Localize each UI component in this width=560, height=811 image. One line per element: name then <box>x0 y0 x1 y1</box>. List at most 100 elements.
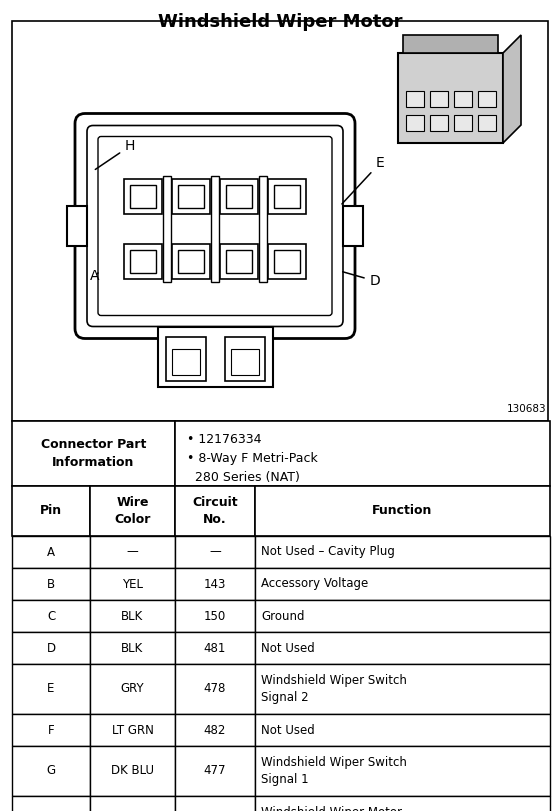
Text: A: A <box>90 269 100 283</box>
Bar <box>255 796 550 811</box>
Text: B: B <box>47 577 55 590</box>
Bar <box>231 349 259 375</box>
Bar <box>90 600 175 632</box>
Text: Accessory Voltage: Accessory Voltage <box>261 577 368 590</box>
Text: F: F <box>48 723 54 736</box>
Bar <box>12 632 90 664</box>
Bar <box>478 115 496 131</box>
Bar <box>130 185 156 208</box>
Text: 481: 481 <box>204 642 226 654</box>
Bar <box>175 568 255 600</box>
Bar <box>175 664 255 714</box>
Bar <box>406 115 424 131</box>
Bar <box>175 796 255 811</box>
Text: • 12176334
• 8-Way F Metri-Pack
  280 Series (NAT): • 12176334 • 8-Way F Metri-Pack 280 Seri… <box>187 433 318 484</box>
Bar <box>171 349 199 375</box>
Bar <box>255 664 550 714</box>
Text: Windshield Wiper Switch
Signal 1: Windshield Wiper Switch Signal 1 <box>261 756 407 786</box>
Text: 150: 150 <box>204 610 226 623</box>
Text: LT GRN: LT GRN <box>111 723 153 736</box>
Text: H: H <box>95 139 135 169</box>
Text: BLK: BLK <box>122 610 143 623</box>
Bar <box>12 714 90 746</box>
Text: DK BLU: DK BLU <box>111 765 154 778</box>
Bar <box>163 176 171 282</box>
Text: Not Used: Not Used <box>261 723 315 736</box>
Text: Ground: Ground <box>261 610 305 623</box>
FancyBboxPatch shape <box>75 114 355 338</box>
Text: 143: 143 <box>204 577 226 590</box>
Bar <box>12 664 90 714</box>
Bar <box>175 421 550 486</box>
Bar <box>178 185 204 208</box>
Text: E: E <box>342 156 384 204</box>
Bar <box>403 35 498 53</box>
Bar <box>178 250 204 273</box>
Polygon shape <box>503 35 521 143</box>
Bar <box>226 185 252 208</box>
Bar <box>12 421 175 486</box>
Bar <box>175 632 255 664</box>
Text: Pin: Pin <box>40 504 62 517</box>
Bar <box>454 91 472 107</box>
Bar <box>175 714 255 746</box>
Bar <box>220 244 258 279</box>
Bar <box>478 91 496 107</box>
Bar <box>90 486 175 536</box>
Text: 478: 478 <box>204 683 226 696</box>
Bar <box>454 115 472 131</box>
Bar <box>255 600 550 632</box>
Bar <box>90 796 175 811</box>
Bar <box>90 632 175 664</box>
Text: Connector Part
Information: Connector Part Information <box>41 438 146 469</box>
Bar <box>220 179 258 214</box>
Bar <box>430 115 448 131</box>
Text: —: — <box>209 546 221 559</box>
Bar <box>12 796 90 811</box>
Bar <box>12 536 90 568</box>
Bar <box>255 746 550 796</box>
Bar <box>343 206 363 246</box>
Bar <box>274 185 300 208</box>
Bar <box>398 53 503 143</box>
Bar <box>255 714 550 746</box>
Bar <box>90 714 175 746</box>
Text: 482: 482 <box>204 723 226 736</box>
Text: Windshield Wiper Motor
– High Speed: Windshield Wiper Motor – High Speed <box>261 806 402 811</box>
Text: —: — <box>127 546 138 559</box>
Text: Circuit
No.: Circuit No. <box>192 496 238 526</box>
Bar <box>90 664 175 714</box>
Text: YEL: YEL <box>122 577 143 590</box>
Bar <box>172 179 210 214</box>
Bar <box>175 600 255 632</box>
Text: D: D <box>46 642 55 654</box>
Text: D: D <box>343 272 380 288</box>
Bar <box>406 91 424 107</box>
Bar <box>255 632 550 664</box>
Bar <box>90 568 175 600</box>
Bar <box>226 250 252 273</box>
Bar <box>268 244 306 279</box>
Bar <box>67 206 87 246</box>
Bar <box>157 327 273 387</box>
Bar <box>124 244 162 279</box>
Bar <box>12 600 90 632</box>
Text: A: A <box>47 546 55 559</box>
Text: 130683: 130683 <box>506 404 546 414</box>
Text: Function: Function <box>372 504 433 517</box>
Text: G: G <box>46 765 55 778</box>
Bar <box>12 568 90 600</box>
Text: C: C <box>47 610 55 623</box>
Text: BLK: BLK <box>122 642 143 654</box>
Bar <box>255 568 550 600</box>
Bar <box>259 176 267 282</box>
Bar <box>175 536 255 568</box>
Text: Not Used: Not Used <box>261 642 315 654</box>
Bar <box>175 746 255 796</box>
Bar <box>12 21 548 421</box>
Text: E: E <box>47 683 55 696</box>
Bar <box>175 486 255 536</box>
Text: Not Used – Cavity Plug: Not Used – Cavity Plug <box>261 546 395 559</box>
FancyBboxPatch shape <box>87 126 343 327</box>
Bar <box>274 250 300 273</box>
